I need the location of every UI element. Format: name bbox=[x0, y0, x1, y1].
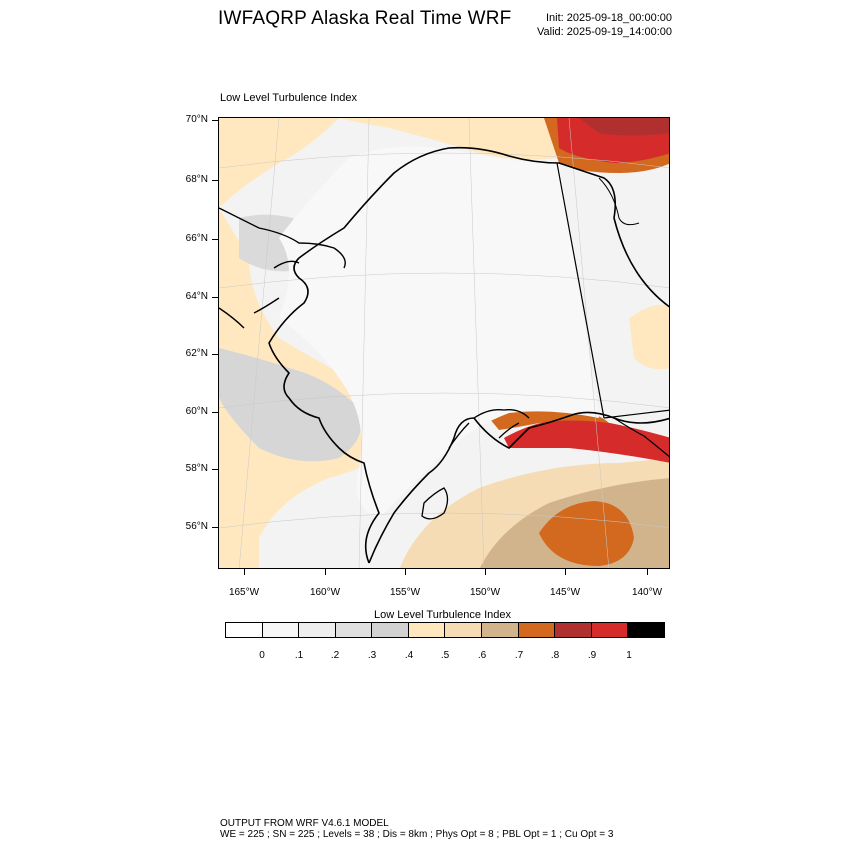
field-region bbox=[339, 118, 559, 160]
colorbar-label: .2 bbox=[330, 650, 340, 661]
border-line bbox=[556, 162, 669, 419]
colorbar-label: .4 bbox=[404, 650, 414, 661]
colorbar-swatch bbox=[408, 623, 446, 637]
field-region bbox=[219, 118, 339, 208]
lat-tick bbox=[212, 180, 218, 181]
colorbar-swatch bbox=[591, 623, 629, 637]
page-title: IWFAQRP Alaska Real Time WRF bbox=[218, 8, 512, 29]
colorbar-label: .1 bbox=[294, 650, 304, 661]
field-label: Low Level Turbulence Index bbox=[220, 92, 357, 104]
field-region bbox=[629, 304, 669, 370]
lon-label: 140°W bbox=[631, 587, 663, 598]
valid-time: Valid: 2025-09-19_14:00:00 bbox=[537, 26, 672, 38]
colorbar-swatch bbox=[555, 623, 592, 637]
colorbar-label: .8 bbox=[550, 650, 560, 661]
map-panel bbox=[218, 117, 670, 569]
colorbar-label: .6 bbox=[477, 650, 487, 661]
colorbar-label: .9 bbox=[587, 650, 597, 661]
lon-label: 165°W bbox=[228, 587, 260, 598]
lon-tick bbox=[405, 569, 406, 575]
coastline bbox=[268, 146, 669, 564]
colorbar-swatch bbox=[482, 623, 519, 637]
colorbar-swatch bbox=[372, 623, 409, 637]
lon-tick bbox=[485, 569, 486, 575]
lon-label: 145°W bbox=[549, 587, 581, 598]
footer-config-line: WE = 225 ; SN = 225 ; Levels = 38 ; Dis … bbox=[220, 829, 614, 840]
lon-tick bbox=[647, 569, 648, 575]
lon-tick bbox=[325, 569, 326, 575]
field-region bbox=[504, 418, 669, 463]
turbulence-map bbox=[219, 118, 669, 568]
lat-label: 66°N bbox=[185, 233, 208, 244]
lat-tick bbox=[212, 354, 218, 355]
coastline bbox=[613, 417, 669, 458]
lon-tick bbox=[244, 569, 245, 575]
init-time: Init: 2025-09-18_00:00:00 bbox=[546, 12, 672, 24]
lat-tick bbox=[212, 297, 218, 298]
graticule bbox=[219, 118, 669, 568]
colorbar-swatch bbox=[226, 623, 263, 637]
lat-label: 62°N bbox=[185, 348, 208, 359]
lat-tick bbox=[212, 120, 218, 121]
coastline bbox=[219, 207, 346, 329]
colorbar-label: .5 bbox=[440, 650, 450, 661]
island-outline bbox=[421, 487, 449, 520]
colorbar-label: .7 bbox=[514, 650, 524, 661]
lat-tick bbox=[212, 239, 218, 240]
lat-tick bbox=[212, 412, 218, 413]
colorbar-label: .3 bbox=[367, 650, 377, 661]
lat-label: 68°N bbox=[185, 174, 208, 185]
lat-label: 60°N bbox=[185, 406, 208, 417]
field-region bbox=[579, 118, 669, 136]
colorbar-swatch bbox=[518, 623, 556, 637]
lon-label: 160°W bbox=[309, 587, 341, 598]
colorbar-swatch bbox=[299, 623, 336, 637]
field-region bbox=[279, 146, 599, 519]
colorbar bbox=[225, 622, 665, 638]
lat-label: 58°N bbox=[185, 463, 208, 474]
colorbar-swatch bbox=[628, 623, 664, 637]
lat-tick bbox=[212, 469, 218, 470]
colorbar-swatch bbox=[335, 623, 373, 637]
lat-label: 70°N bbox=[185, 114, 208, 125]
colorbar-swatch bbox=[262, 623, 300, 637]
lon-label: 155°W bbox=[389, 587, 421, 598]
lon-label: 150°W bbox=[469, 587, 501, 598]
footer-model-line: OUTPUT FROM WRF V4.6.1 MODEL bbox=[220, 818, 389, 829]
colorbar-title: Low Level Turbulence Index bbox=[374, 609, 511, 621]
lat-tick bbox=[212, 527, 218, 528]
colorbar-swatch bbox=[445, 623, 483, 637]
border-line bbox=[598, 177, 640, 226]
coastline bbox=[448, 409, 530, 449]
colorbar-label: 1 bbox=[626, 650, 632, 661]
colorbar-label: 0 bbox=[259, 650, 265, 661]
lat-label: 56°N bbox=[185, 521, 208, 532]
lat-label: 64°N bbox=[185, 291, 208, 302]
lon-tick bbox=[565, 569, 566, 575]
